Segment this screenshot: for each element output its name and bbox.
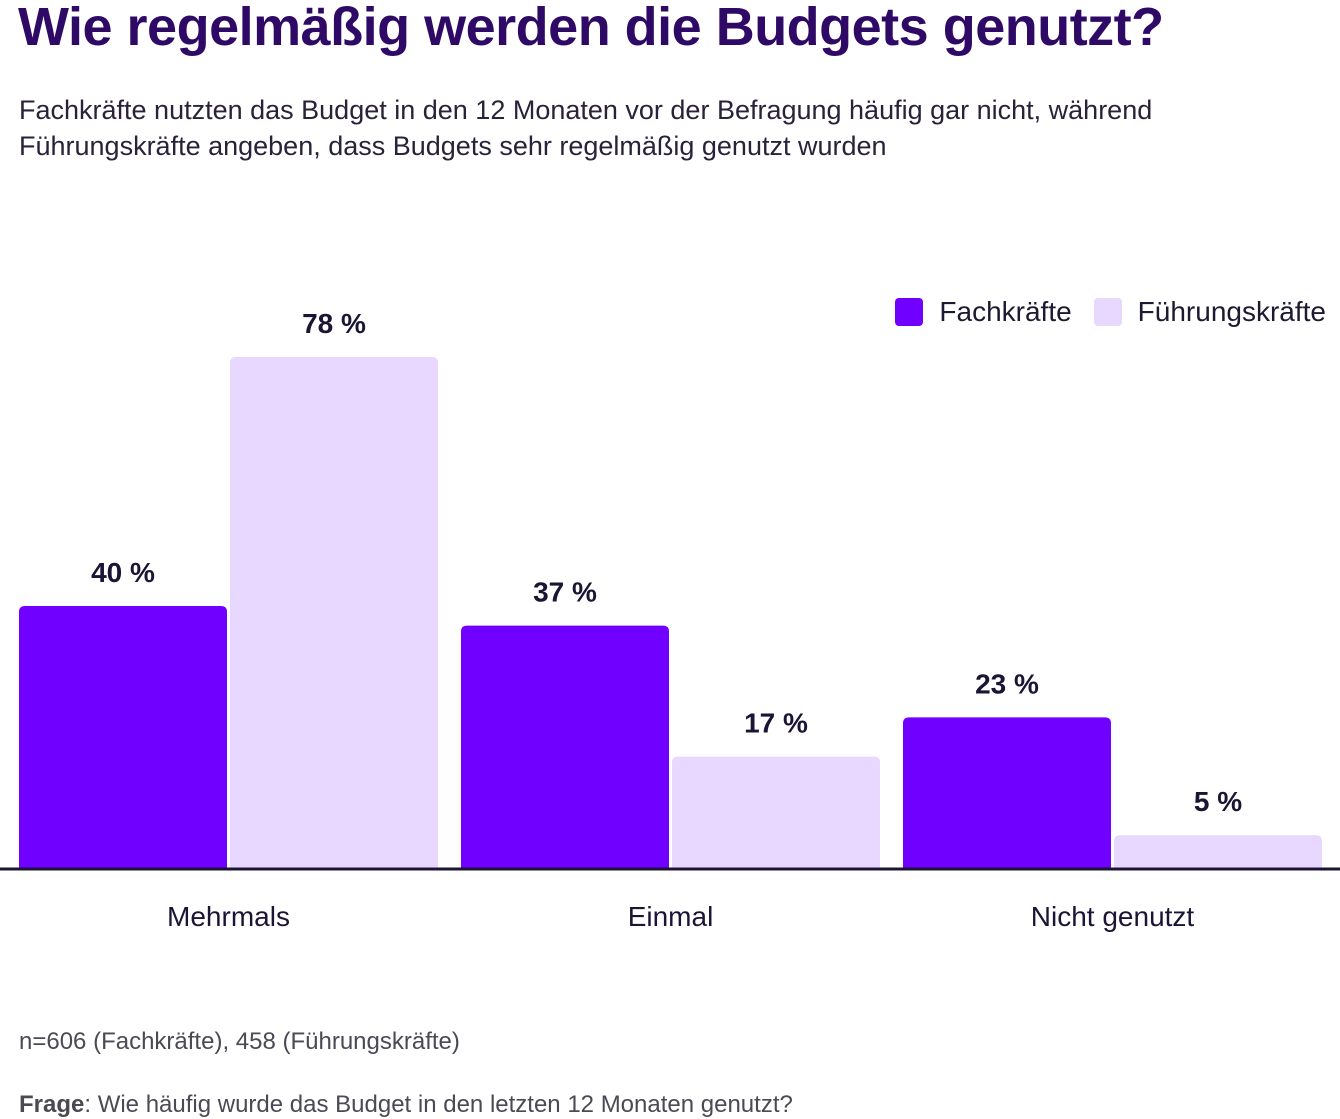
data-label-mehrmals-fuehrungskraefte: 78 % — [302, 308, 366, 339]
legend-item-fuehrungskraefte: Führungskräfte — [1093, 296, 1326, 328]
legend-label-fuehrungskraefte: Führungskräfte — [1137, 296, 1326, 327]
bar-mehrmals-fachkraefte — [19, 605, 227, 868]
bar-einmal-fuehrungskraefte — [672, 756, 880, 868]
data-label-einmal-fachkraefte: 37 % — [533, 577, 597, 608]
legend-swatch-fuehrungskraefte — [1093, 298, 1122, 326]
data-label-mehrmals-fachkraefte: 40 % — [91, 557, 155, 588]
legend-item-fachkraefte: Fachkräfte — [895, 296, 1072, 328]
chart-subtitle: Fachkräfte nutzten das Budget in den 12 … — [19, 95, 1153, 161]
data-label-einmal-fuehrungskraefte: 17 % — [744, 708, 808, 739]
legend-swatch-fachkraefte — [895, 298, 924, 326]
bar-mehrmals-fuehrungskraefte — [230, 357, 438, 868]
category-label-nicht-genutzt: Nicht genutzt — [1031, 901, 1195, 932]
question-label: Frage — [19, 1091, 85, 1118]
data-label-nicht-genutzt-fachkraefte: 23 % — [975, 668, 1039, 699]
question-text: : Wie häufig wurde das Budget in den let… — [84, 1091, 793, 1118]
legend: Fachkräfte Führungskräfte — [873, 296, 1326, 328]
legend-label-fachkraefte: Fachkräfte — [939, 296, 1072, 327]
question-note: Frage: Wie häufig wurde das Budget in de… — [19, 1091, 793, 1119]
chart-title: Wie regelmäßig werden die Budgets genutz… — [18, 0, 1164, 57]
data-label-nicht-genutzt-fuehrungskraefte: 5 % — [1194, 786, 1242, 817]
bar-nicht-genutzt-fachkraefte — [903, 717, 1111, 868]
category-label-einmal: Einmal — [628, 901, 714, 932]
bar-nicht-genutzt-fuehrungskraefte — [1114, 835, 1322, 868]
sample-size-note: n=606 (Fachkräfte), 458 (Führungskräfte) — [19, 1028, 460, 1055]
bar-einmal-fachkraefte — [461, 625, 669, 868]
category-label-mehrmals: Mehrmals — [167, 901, 290, 932]
